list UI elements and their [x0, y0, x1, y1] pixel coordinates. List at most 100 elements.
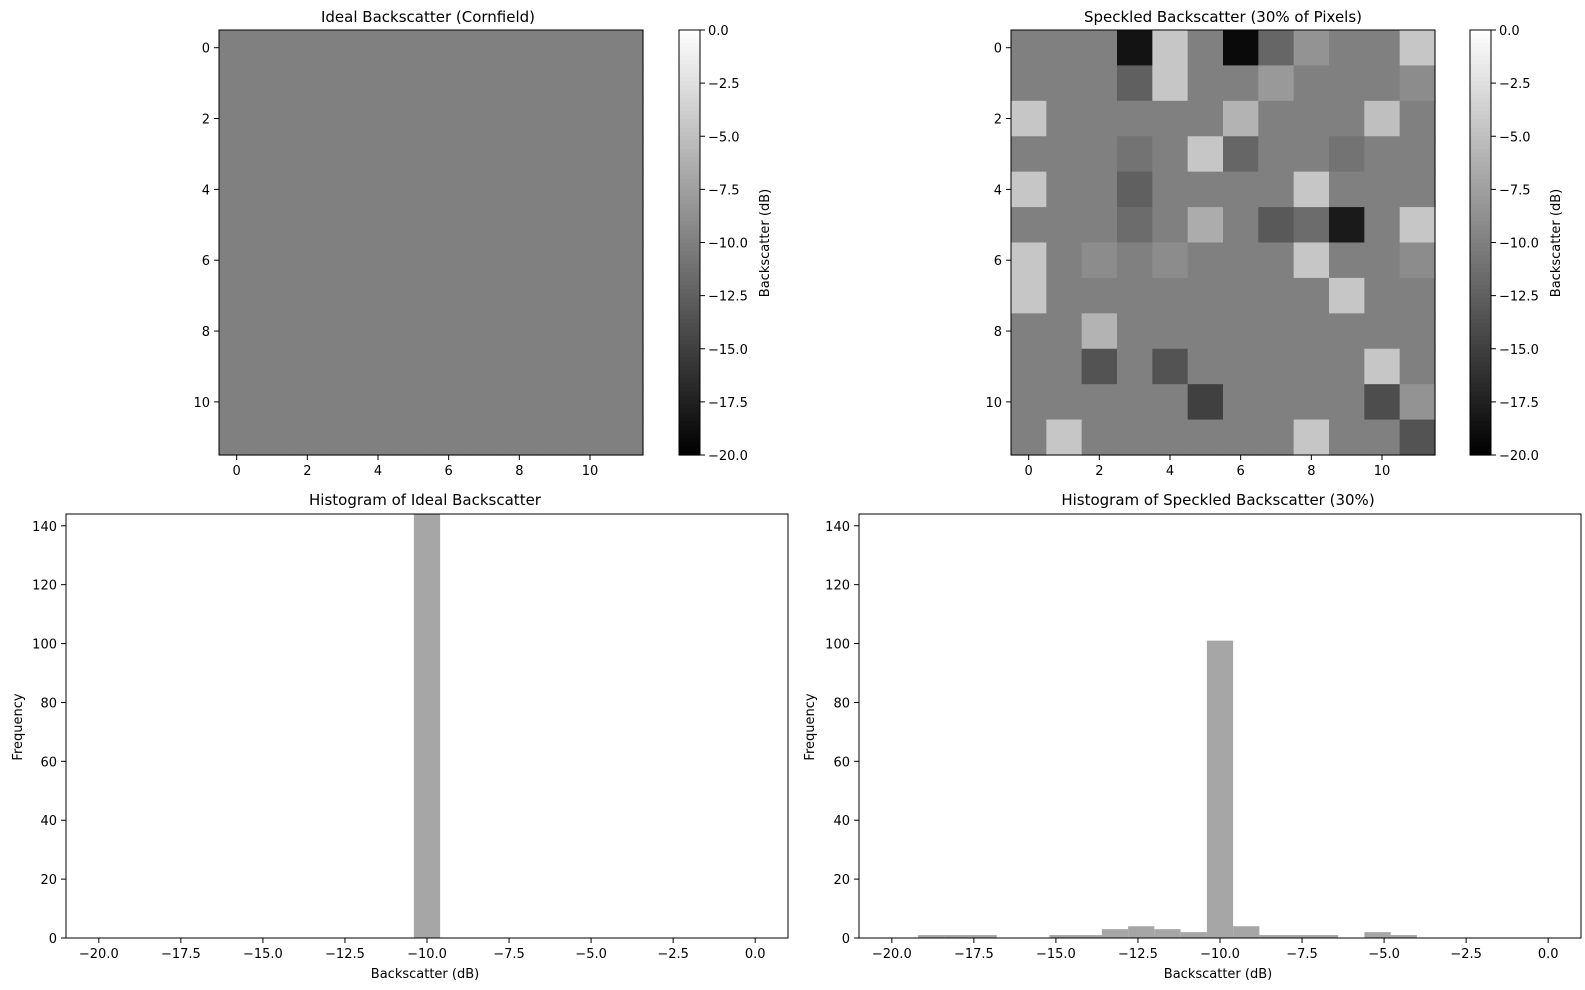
colorbar-gradient-strip	[679, 395, 700, 401]
heatmap-cell	[537, 419, 573, 456]
heatmap-cell	[289, 313, 326, 350]
heatmap-cell	[1399, 100, 1436, 137]
heatmap-cell	[1223, 384, 1259, 421]
colorbar-gradient-strip	[679, 331, 700, 337]
heatmap-cell	[1258, 348, 1295, 385]
colorbar-gradient-strip	[679, 183, 700, 188]
colorbar-gradient-strip	[1470, 85, 1491, 91]
histogram-bar	[1259, 935, 1286, 938]
colorbar-tick-label: −2.5	[1499, 77, 1531, 92]
heatmap-cell	[325, 30, 361, 67]
colorbar-gradient-strip	[679, 123, 700, 129]
heatmap-cell	[1258, 171, 1295, 208]
colorbar-gradient-strip	[679, 161, 700, 167]
colorbar-gradient-strip	[679, 149, 700, 154]
histogram-bar	[1364, 932, 1391, 938]
heatmap-cell	[1152, 207, 1189, 244]
x-tick-label: −10.0	[1200, 947, 1240, 962]
heatmap-cell	[431, 65, 467, 102]
heatmap-cell	[395, 100, 432, 137]
colorbar-gradient-strip	[679, 404, 700, 409]
colorbar-gradient-strip	[679, 68, 700, 74]
heatmap-cell	[1223, 30, 1259, 67]
ideal-histogram-xlabel: Backscatter (dB)	[371, 967, 479, 982]
heatmap-cell	[1046, 313, 1083, 350]
colorbar-gradient-strip	[1470, 102, 1491, 108]
colorbar-gradient-strip	[679, 450, 700, 456]
colorbar-gradient-strip	[1470, 42, 1491, 48]
x-tick-label: 10	[1374, 464, 1391, 479]
heatmap-cell	[1223, 171, 1259, 208]
heatmap-cell	[1399, 419, 1436, 456]
heatmap-cell	[1152, 242, 1189, 279]
heatmap-cell	[325, 207, 361, 244]
heatmap-cell	[466, 30, 503, 67]
heatmap-cell	[501, 242, 538, 279]
heatmap-cell	[1258, 30, 1295, 67]
heatmap-cell	[1293, 384, 1330, 421]
heatmap-cell	[501, 277, 538, 314]
heatmap-cell	[289, 65, 326, 102]
colorbar-gradient-strip	[1470, 395, 1491, 401]
colorbar-gradient-strip	[679, 272, 700, 278]
colorbar-gradient-strip	[679, 370, 700, 375]
heatmap-cell	[431, 384, 467, 421]
heatmap-cell	[1364, 313, 1401, 350]
heatmap-cell	[1081, 65, 1118, 102]
heatmap-cell	[1399, 30, 1436, 67]
heatmap-cell	[466, 65, 503, 102]
colorbar-gradient-strip	[1470, 327, 1491, 333]
colorbar-gradient-strip	[1470, 242, 1491, 248]
heatmap-cell	[1187, 136, 1224, 173]
heatmap-cell	[1046, 136, 1083, 173]
heatmap-cell	[325, 348, 361, 385]
heatmap-cell	[572, 65, 609, 102]
heatmap-cell	[1081, 30, 1118, 67]
x-tick-label: −15.0	[1036, 947, 1076, 962]
y-tick-label: 100	[825, 638, 850, 653]
x-tick-label: −7.5	[493, 947, 525, 962]
ideal-heatmap-panel: Ideal Backscatter (Cornfield) 0 2 4 6 8 10 0 2 4…	[193, 8, 644, 479]
heatmap-cell	[1364, 277, 1401, 314]
heatmap-cell	[1117, 419, 1153, 456]
colorbar-gradient-strip	[679, 217, 700, 222]
colorbar-gradient-strip	[679, 47, 700, 52]
heatmap-cell	[1011, 136, 1047, 173]
colorbar-gradient-strip	[1470, 293, 1491, 299]
colorbar-gradient-strip	[1470, 221, 1491, 227]
heatmap-cell	[219, 171, 255, 208]
colorbar-gradient-strip	[679, 353, 700, 358]
colorbar-gradient-strip	[1470, 450, 1491, 456]
heatmap-cell	[254, 313, 291, 350]
colorbar-gradient-strip	[1470, 438, 1491, 443]
y-tick-label: 80	[833, 696, 850, 711]
heatmap-cell	[289, 277, 326, 314]
y-tick-label: 140	[32, 520, 57, 535]
heatmap-cell	[1152, 384, 1189, 421]
heatmap-cell	[1258, 136, 1295, 173]
y-tick-label: 120	[825, 579, 850, 594]
colorbar-gradient-strip	[1470, 412, 1491, 418]
colorbar-gradient-strip	[1470, 30, 1491, 35]
colorbar-gradient-strip	[1470, 76, 1491, 82]
heatmap-cell	[219, 348, 255, 385]
colorbar-gradient-strip	[1470, 340, 1491, 346]
heatmap-cell	[219, 313, 255, 350]
heatmap-cell	[1011, 207, 1047, 244]
colorbar-gradient-strip	[679, 187, 700, 193]
heatmap-cell	[289, 207, 326, 244]
colorbar-gradient-strip	[1470, 132, 1491, 137]
colorbar-gradient-strip	[679, 293, 700, 299]
colorbar-gradient-strip	[679, 98, 700, 103]
colorbar-gradient-strip	[1470, 442, 1491, 448]
colorbar-gradient-strip	[1470, 51, 1491, 57]
colorbar-gradient-strip	[679, 289, 700, 295]
x-tick-label: −10.0	[407, 947, 447, 962]
heatmap-cell	[1293, 207, 1330, 244]
colorbar-gradient-strip	[679, 30, 700, 35]
colorbar-gradient-strip	[679, 327, 700, 333]
heatmap-cell	[1152, 136, 1189, 173]
x-tick-label: −17.5	[954, 947, 994, 962]
heatmap-cell	[1117, 313, 1153, 350]
colorbar-gradient-strip	[1470, 416, 1491, 422]
